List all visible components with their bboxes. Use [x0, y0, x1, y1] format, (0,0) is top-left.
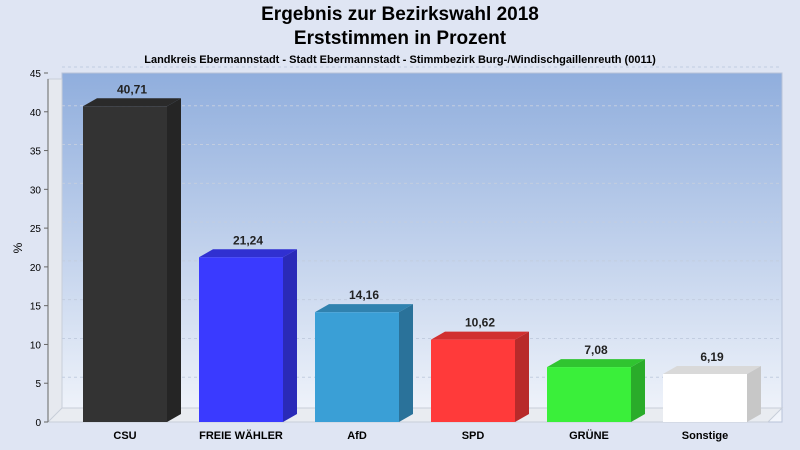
- data-label: 14,16: [349, 288, 379, 302]
- bars: 40,71 21,24 14,16 10,62 7,08 6,19: [83, 82, 761, 422]
- x-axis: CSU FREIE WÄHLER AfD SPD GRÜNE Sonstige: [113, 429, 728, 442]
- y-tick-label: 5: [35, 379, 41, 390]
- x-tick-label: GRÜNE: [569, 429, 609, 442]
- plot-area: [61, 72, 783, 423]
- data-label: 40,71: [117, 82, 147, 96]
- y-tick-label: 10: [30, 340, 42, 351]
- bar-side: [283, 249, 297, 422]
- bar-sonstige: 6,19: [663, 350, 761, 422]
- bar-top: [547, 359, 645, 368]
- bar-side: [631, 359, 645, 422]
- y-tick-label: 30: [30, 185, 42, 196]
- bar-top: [431, 331, 529, 340]
- data-label: 21,24: [233, 233, 263, 247]
- bar-side: [399, 304, 413, 422]
- bar-front: [663, 373, 747, 422]
- x-tick-label: AfD: [347, 430, 367, 442]
- bar-top: [199, 249, 297, 258]
- bar-top: [663, 365, 761, 374]
- y-tick-label: 0: [35, 418, 41, 429]
- bar-freie-w-hler: 21,24: [199, 233, 297, 422]
- bar-gr-ne: 7,08: [547, 343, 645, 422]
- x-tick-label: FREIE WÄHLER: [199, 429, 283, 442]
- y-axis: 0 5 10 15 20 25 30 35 40 45: [30, 69, 49, 429]
- bar-front: [315, 312, 399, 422]
- chart-title-line-2: Erststimmen in Prozent: [293, 28, 507, 49]
- y-tick-label: 20: [30, 263, 42, 274]
- y-tick-label: 45: [30, 69, 42, 80]
- data-label: 6,19: [700, 350, 724, 364]
- bar-front: [431, 339, 515, 422]
- bar-spd: 10,62: [431, 316, 529, 422]
- plot-side-wall: [47, 78, 63, 423]
- bar-front: [547, 367, 631, 422]
- bar-side: [747, 365, 761, 422]
- x-tick-label: Sonstige: [682, 430, 728, 442]
- bar-side: [167, 98, 181, 422]
- x-tick-label: SPD: [462, 430, 485, 442]
- grid-lines: [62, 66, 782, 378]
- chart-title: Ergebnis zur Bezirkswahl 2018: [261, 4, 539, 25]
- bar-front: [83, 106, 167, 422]
- x-tick-label: CSU: [113, 430, 136, 442]
- bar-top: [315, 304, 413, 313]
- y-tick-label: 15: [30, 302, 42, 313]
- bar-afd: 14,16: [315, 288, 413, 422]
- chart-subtitle: Landkreis Ebermannstadt - Stadt Ebermann…: [144, 54, 656, 66]
- bar-top: [83, 98, 181, 107]
- y-tick-label: 35: [30, 147, 42, 158]
- bar-side: [515, 331, 529, 422]
- y-axis-label: %: [11, 242, 25, 253]
- bar-front: [199, 257, 283, 422]
- y-tick-label: 25: [30, 224, 42, 235]
- bar-csu: 40,71: [83, 82, 181, 422]
- data-label: 10,62: [465, 316, 495, 330]
- y-tick-label: 40: [30, 108, 42, 119]
- data-label: 7,08: [584, 343, 608, 357]
